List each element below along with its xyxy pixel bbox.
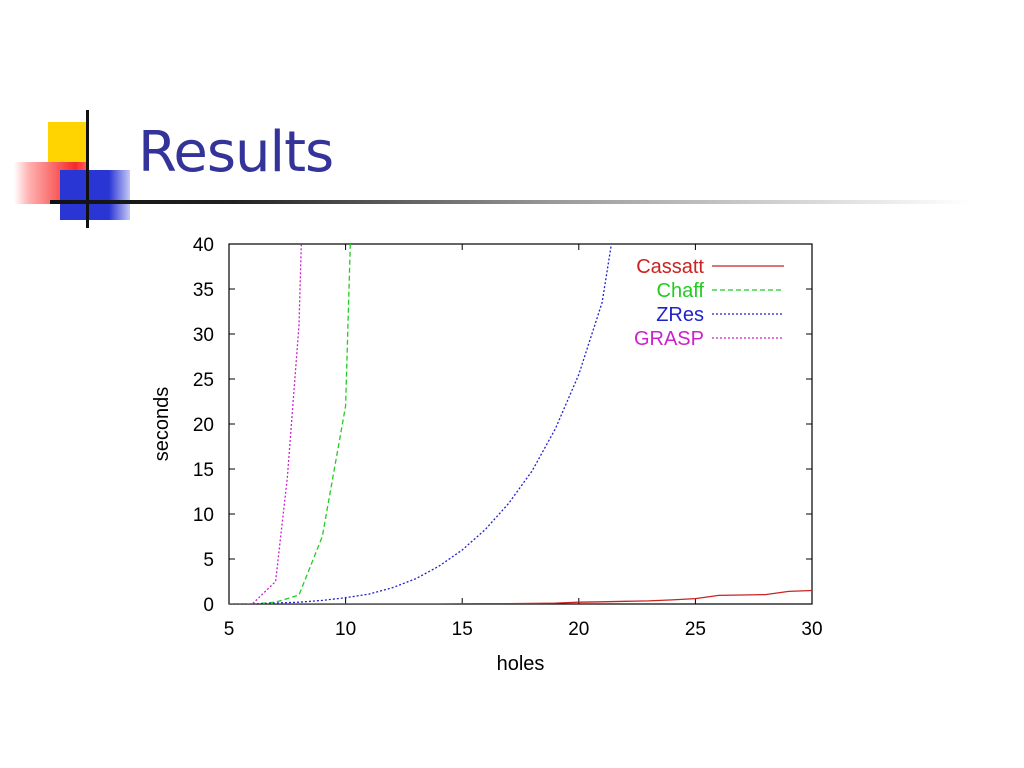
y-tick-label: 15 [193, 460, 214, 481]
x-tick-label: 15 [452, 619, 473, 640]
decorative-blue-square [60, 170, 130, 220]
legend-label-grasp: GRASP [634, 328, 704, 350]
series-group [229, 244, 812, 604]
series-line-grasp [229, 244, 302, 604]
x-tick-label: 25 [685, 619, 706, 640]
x-tick-label: 10 [335, 619, 356, 640]
y-tick-label: 10 [193, 505, 214, 526]
y-tick-label: 40 [193, 235, 214, 256]
y-tick-label: 20 [193, 415, 214, 436]
y-tick-label: 25 [193, 370, 214, 391]
series-line-chaff [229, 244, 351, 604]
series-line-zres [229, 244, 613, 604]
plot-frame [228, 243, 813, 605]
legend-label-cassatt: Cassatt [636, 256, 704, 278]
x-tick-label: 30 [801, 619, 822, 640]
slide-title: Results [138, 120, 334, 185]
x-tick-label: 20 [568, 619, 589, 640]
legend-label-chaff: Chaff [657, 280, 705, 302]
y-tick-label: 35 [193, 280, 214, 301]
title-underline [50, 200, 970, 204]
x-tick-label: 5 [224, 619, 235, 640]
x-axis-label: holes [497, 653, 545, 675]
line-chart: 5 10 15 20 25 300510152025303540holessecondsC… [151, 235, 823, 675]
y-tick-label: 5 [203, 550, 214, 571]
decorative-vertical-line [86, 110, 89, 228]
y-axis-label: seconds [151, 387, 173, 462]
decorative-yellow-square [48, 122, 88, 162]
series-line-cassatt [229, 589, 812, 604]
y-tick-label: 30 [193, 325, 214, 346]
legend-label-zres: ZRes [656, 304, 704, 326]
y-tick-label: 0 [203, 595, 214, 616]
